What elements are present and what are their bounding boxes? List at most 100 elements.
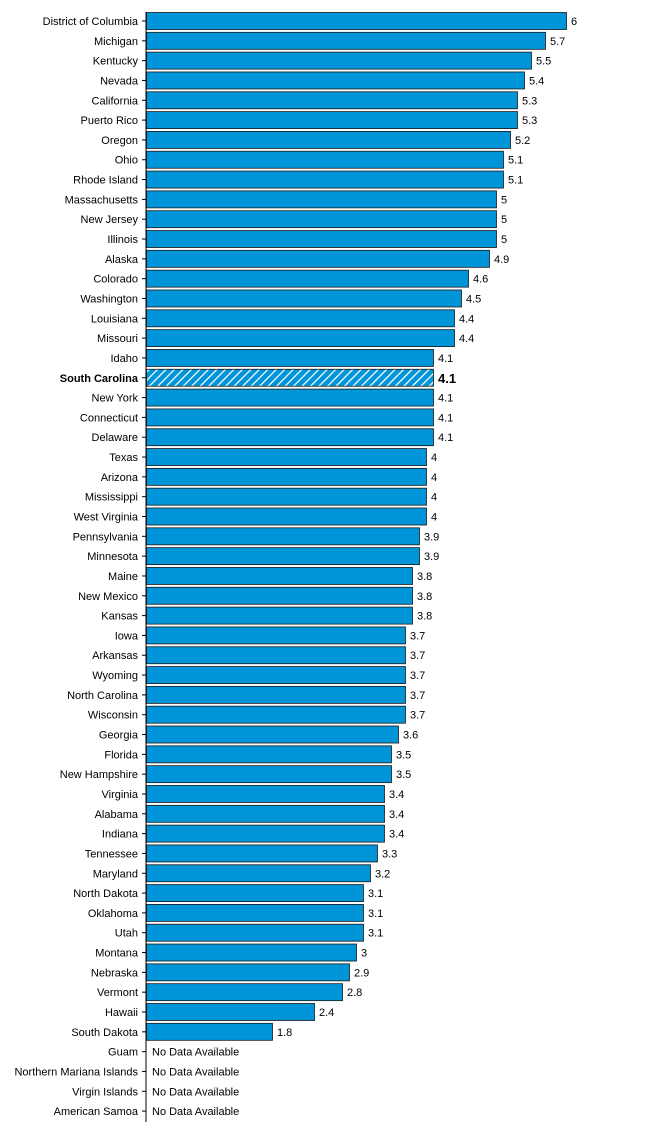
bar (146, 487, 427, 506)
category-label: Guam (108, 1047, 138, 1059)
bar (146, 904, 364, 922)
category-label: Puerto Rico (81, 115, 138, 127)
value-label: 4 (431, 472, 437, 484)
value-label: 1.8 (277, 1027, 292, 1039)
category-label: Indiana (102, 829, 139, 841)
category-label: Massachusetts (65, 194, 139, 206)
value-label: 5 (501, 234, 507, 246)
value-label: 5.3 (522, 95, 537, 107)
category-label: Colorado (93, 274, 138, 286)
value-label: 4.4 (459, 333, 474, 345)
value-label: 4.1 (438, 371, 456, 386)
value-label: 3.8 (417, 591, 432, 603)
value-label: 3 (361, 948, 367, 960)
bar (146, 190, 497, 209)
category-label: Hawaii (105, 1007, 138, 1019)
value-label: 5.1 (508, 175, 523, 187)
bar (146, 309, 455, 328)
category-label: Mississippi (85, 492, 138, 504)
bar (146, 131, 511, 149)
category-label: Alaska (105, 254, 139, 266)
bar (146, 467, 427, 486)
category-label: Washington (80, 293, 138, 305)
bar (146, 12, 567, 30)
category-label: District of Columbia (43, 16, 139, 28)
value-label: 3.5 (396, 769, 411, 781)
bar (146, 150, 504, 169)
value-label: 4.1 (438, 432, 453, 444)
category-label: Florida (104, 749, 139, 761)
category-label: California (92, 95, 139, 107)
bar (146, 606, 413, 625)
value-label: 3.1 (368, 908, 383, 920)
bar (146, 388, 434, 407)
value-label: 4.4 (459, 313, 474, 325)
value-label: 3.7 (410, 630, 425, 642)
bar (146, 983, 343, 1002)
category-label: Virginia (102, 789, 139, 801)
category-label: Alabama (95, 809, 139, 821)
bar (146, 685, 406, 704)
bar (146, 329, 455, 348)
bar (146, 864, 371, 883)
value-label: 3.1 (368, 928, 383, 940)
value-label: 3.7 (410, 650, 425, 662)
category-label: Virgin Islands (72, 1086, 138, 1098)
value-label: 4 (431, 452, 437, 464)
value-label: 4.1 (438, 393, 453, 405)
value-label: 5.1 (508, 155, 523, 167)
category-label: Michigan (94, 36, 138, 48)
category-label: North Dakota (73, 888, 139, 900)
value-label: 3.4 (389, 789, 404, 801)
bar (146, 507, 427, 526)
value-label: 3.5 (396, 749, 411, 761)
value-label: 4 (431, 492, 437, 504)
bar (146, 91, 518, 110)
category-label: Tennessee (85, 848, 138, 860)
value-label: 5 (501, 194, 507, 206)
bar (146, 448, 427, 466)
value-label: 3.1 (368, 888, 383, 900)
value-label: 5 (501, 214, 507, 226)
value-label: 3.7 (410, 690, 425, 702)
value-label: 4.1 (438, 412, 453, 424)
value-label: 4.9 (494, 254, 509, 266)
category-label: Oklahoma (88, 908, 139, 920)
bar (146, 567, 413, 585)
value-label: 4.6 (473, 274, 488, 286)
bar (146, 230, 497, 248)
category-label: Texas (109, 452, 138, 464)
category-label: New Hampshire (60, 769, 138, 781)
bar (146, 289, 462, 308)
bar (146, 31, 546, 50)
value-label: 5.7 (550, 36, 565, 48)
category-label: Maine (108, 571, 138, 583)
category-label: Illinois (107, 234, 138, 246)
category-label: Delaware (92, 432, 138, 444)
bar (146, 725, 399, 744)
category-label: Kansas (101, 611, 138, 623)
category-label: South Dakota (71, 1027, 139, 1039)
bar (146, 626, 406, 645)
value-label: No Data Available (152, 1086, 239, 1098)
value-label: 5.3 (522, 115, 537, 127)
bar (146, 428, 434, 447)
bar (146, 249, 490, 268)
category-label: New Mexico (78, 591, 138, 603)
value-label: 2.4 (319, 1007, 334, 1019)
value-label: No Data Available (152, 1047, 239, 1059)
category-label: Arkansas (92, 650, 138, 662)
bar (146, 923, 364, 942)
bar (146, 527, 420, 546)
category-label: West Virginia (74, 512, 139, 524)
bar (146, 943, 357, 962)
value-label: 3.9 (424, 531, 439, 543)
category-label: Connecticut (80, 412, 138, 424)
category-label: Oregon (101, 135, 138, 147)
bar (146, 269, 469, 288)
bar (146, 1022, 273, 1041)
value-label: 3.8 (417, 611, 432, 623)
value-label: 3.6 (403, 730, 418, 742)
value-label: No Data Available (152, 1106, 239, 1118)
